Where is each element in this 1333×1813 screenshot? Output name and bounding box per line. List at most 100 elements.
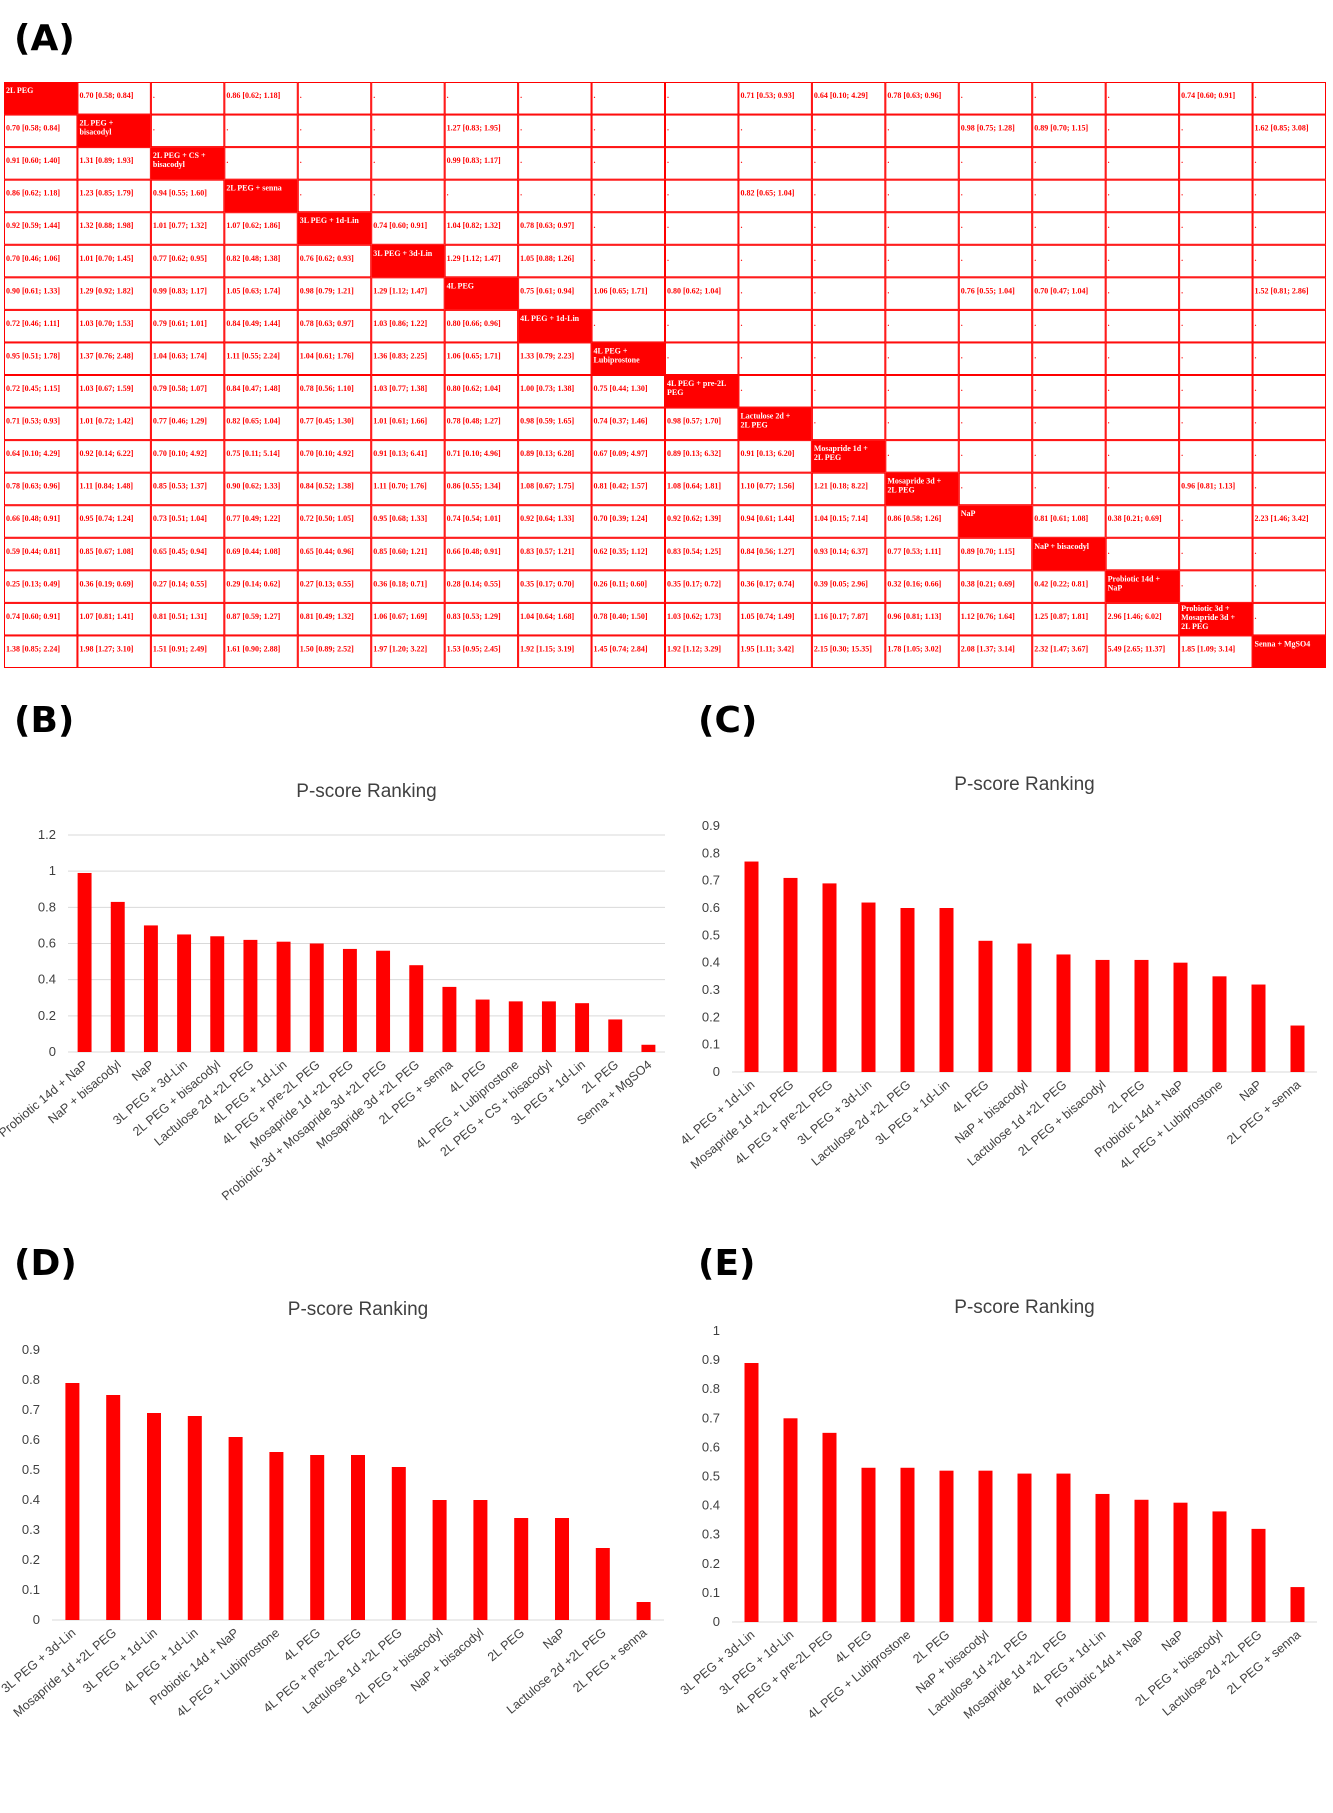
league-empty-cell-dot: . xyxy=(1181,221,1183,230)
league-effect-estimate: 0.38 [0.21; 0.69] xyxy=(1108,514,1162,523)
league-cell xyxy=(738,179,812,213)
bar xyxy=(376,950,391,1052)
league-effect-estimate: 0.65 [0.44; 0.96] xyxy=(300,547,354,556)
league-cell xyxy=(811,472,886,506)
league-cell xyxy=(665,407,739,441)
league-cell xyxy=(77,82,151,115)
league-cell xyxy=(1032,179,1106,213)
league-empty-cell-dot: . xyxy=(1181,579,1183,588)
league-cell xyxy=(1179,82,1253,115)
league-cell xyxy=(444,602,519,636)
bar xyxy=(1017,1473,1032,1622)
league-cell xyxy=(738,472,812,506)
league-cell xyxy=(885,179,959,213)
league-cell xyxy=(885,602,959,636)
league-effect-estimate: 0.83 [0.57; 1.21] xyxy=(520,547,574,556)
league-cell xyxy=(591,407,665,441)
league-cell xyxy=(297,309,372,343)
league-diagonal-cell xyxy=(224,179,298,213)
league-cell xyxy=(150,277,225,310)
league-effect-estimate: 0.89 [0.70; 1.15] xyxy=(961,547,1015,556)
league-effect-estimate: 0.91 [0.60; 1.40] xyxy=(6,156,60,165)
league-effect-estimate: 1.31 [0.89; 1.93] xyxy=(79,156,133,165)
league-empty-cell-dot: . xyxy=(1034,319,1036,328)
league-empty-cell-dot: . xyxy=(594,221,596,230)
league-empty-cell-dot: . xyxy=(887,319,889,328)
league-empty-cell-dot: . xyxy=(1181,254,1183,263)
league-effect-estimate: 0.42 [0.22; 0.81] xyxy=(1034,579,1088,588)
league-effect-estimate: 2.08 [1.37; 3.14] xyxy=(961,644,1015,653)
league-cell xyxy=(1032,375,1106,408)
league-cell xyxy=(958,407,1033,441)
bar xyxy=(861,902,876,1072)
bar xyxy=(978,1470,993,1622)
league-effect-estimate: 1.05 [0.88; 1.26] xyxy=(520,254,574,263)
league-cell xyxy=(1179,179,1253,213)
league-empty-cell-dot: . xyxy=(153,91,155,100)
league-cell xyxy=(518,375,592,408)
league-treatment-label: 2L PEG + senna xyxy=(226,184,281,193)
y-tick-label: 0.3 xyxy=(702,982,720,997)
league-cell xyxy=(738,277,812,310)
league-cell xyxy=(444,212,519,245)
league-diagonal-cell xyxy=(958,505,1033,538)
league-effect-estimate: 0.85 [0.60; 1.21] xyxy=(373,547,427,556)
league-empty-cell-dot: . xyxy=(1255,579,1257,588)
league-cell xyxy=(518,244,592,278)
league-empty-cell-dot: . xyxy=(1181,449,1183,458)
league-cell xyxy=(444,147,519,180)
bar xyxy=(106,1395,121,1620)
bar xyxy=(508,1001,523,1052)
league-cell xyxy=(885,82,959,115)
panel-label-b: (B) xyxy=(14,700,75,741)
league-cell xyxy=(4,179,78,213)
league-empty-cell-dot: . xyxy=(1034,221,1036,230)
league-cell xyxy=(665,82,739,115)
league-cell xyxy=(444,114,519,148)
league-cell xyxy=(958,212,1033,245)
league-effect-estimate: 0.65 [0.45; 0.94] xyxy=(153,547,207,556)
league-cell xyxy=(444,472,519,506)
y-tick-label: 0.6 xyxy=(702,1439,720,1454)
league-effect-estimate: 1.11 [0.84; 1.48] xyxy=(79,482,133,491)
league-empty-cell-dot: . xyxy=(961,319,963,328)
y-tick-label: 0.8 xyxy=(38,899,56,914)
league-cell xyxy=(1252,277,1326,310)
league-cell xyxy=(371,212,445,245)
league-cell xyxy=(1105,472,1180,506)
league-cell xyxy=(1179,537,1253,571)
league-cell xyxy=(591,244,665,278)
league-cell xyxy=(738,602,812,636)
league-effect-estimate: 0.99 [0.83; 1.17] xyxy=(153,286,207,295)
league-cell xyxy=(1179,244,1253,278)
league-empty-cell-dot: . xyxy=(667,156,669,165)
bar xyxy=(555,1518,569,1620)
league-effect-estimate: 0.98 [0.75; 1.28] xyxy=(961,124,1015,133)
league-empty-cell-dot: . xyxy=(1181,124,1183,133)
y-tick-label: 0.2 xyxy=(702,1009,720,1024)
league-cell xyxy=(591,602,665,636)
league-cell xyxy=(811,212,886,245)
bar xyxy=(1251,1528,1266,1622)
bar xyxy=(1095,959,1110,1072)
y-tick-label: 0.9 xyxy=(702,1352,720,1367)
league-cell xyxy=(1252,472,1326,506)
league-effect-estimate: 1.03 [0.70; 1.53] xyxy=(79,319,133,328)
chart-title: P-score Ranking xyxy=(288,1299,428,1320)
league-cell xyxy=(591,114,665,148)
league-effect-estimate: 0.64 [0.10; 4.29] xyxy=(814,91,868,100)
league-cell xyxy=(371,277,445,310)
bar xyxy=(1056,1473,1071,1622)
league-empty-cell-dot: . xyxy=(887,124,889,133)
league-empty-cell-dot: . xyxy=(1255,189,1257,198)
league-empty-cell-dot: . xyxy=(300,91,302,100)
league-effect-estimate: 1.53 [0.95; 2.45] xyxy=(447,644,501,653)
league-effect-estimate: 1.61 [0.90; 2.88] xyxy=(226,644,280,653)
chart-title: P-score Ranking xyxy=(954,1297,1094,1318)
league-cell xyxy=(371,537,445,571)
league-empty-cell-dot: . xyxy=(1255,254,1257,263)
league-cell xyxy=(297,147,372,180)
league-effect-estimate: 0.26 [0.11; 0.60] xyxy=(594,579,648,588)
league-effect-estimate: 0.77 [0.53; 1.11] xyxy=(887,547,941,556)
league-effect-estimate: 0.85 [0.67; 1.08] xyxy=(79,547,133,556)
